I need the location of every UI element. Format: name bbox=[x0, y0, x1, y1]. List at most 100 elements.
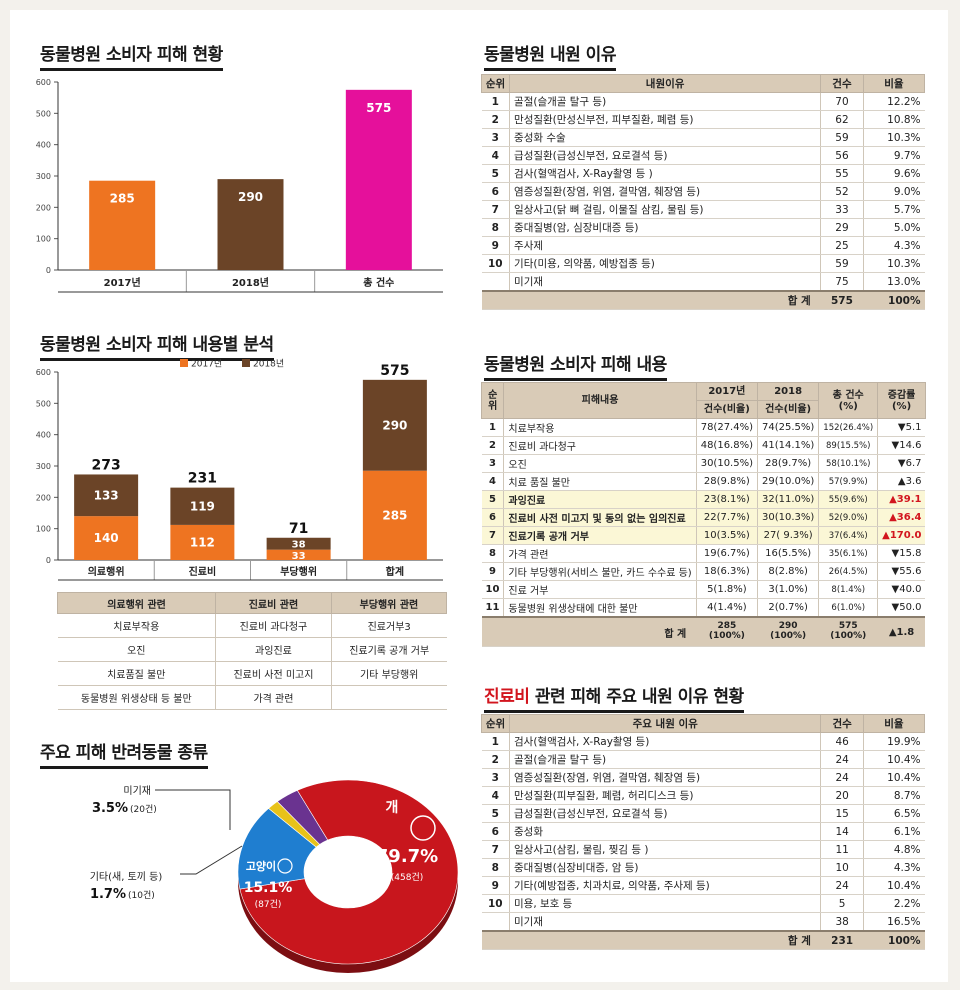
clinic-cell: 검사(혈액검사, X-Ray촬영 등) bbox=[509, 732, 821, 751]
damage-total-t: 575 (100%) bbox=[818, 616, 878, 647]
damage-rank: 11 bbox=[481, 598, 505, 618]
damage-total-b: 290 (100%) bbox=[757, 616, 819, 647]
reasons-row: 1 골절(슬개골 탈구 등) 70 12.2% bbox=[481, 92, 925, 111]
reasons-cell: 6 bbox=[481, 182, 511, 201]
damage-rank: 10 bbox=[481, 580, 505, 599]
clinic-row: 6 중성화 14 6.1% bbox=[481, 822, 925, 841]
segment-value-label: 38 bbox=[292, 540, 306, 551]
stacked-bar-segment bbox=[362, 379, 427, 471]
clinic-cell: 4.8% bbox=[862, 840, 925, 859]
cat-count-label: (87건) bbox=[255, 899, 282, 910]
reasons-cell: 검사(혈액검사, X-Ray촬영 등 ) bbox=[509, 164, 821, 183]
y-tick-label: 400 bbox=[36, 141, 51, 150]
clinic-cell: 38 bbox=[820, 912, 864, 932]
clinic-cell: 24 bbox=[820, 768, 864, 787]
x-tick-label: 합계 bbox=[386, 565, 404, 578]
damage-total: 55(9.6%) bbox=[818, 490, 878, 509]
x-tick-label: 의료행위 bbox=[88, 565, 125, 578]
reasons-cell: 55 bbox=[820, 164, 864, 183]
damage-2018: 3(1.0%) bbox=[756, 580, 819, 599]
damage-header-rank: 순위 bbox=[480, 382, 505, 419]
clinic-cell: 16.5% bbox=[862, 912, 925, 932]
y-tick-label: 0 bbox=[46, 266, 51, 275]
bar-total-label: 71 bbox=[289, 521, 308, 537]
reasons-cell: 2 bbox=[481, 110, 511, 129]
cat-cell: 치료품질 불만 bbox=[57, 661, 217, 686]
reasons-header: 순위 bbox=[480, 74, 511, 93]
cat-header-unfair: 부당행위 관련 bbox=[330, 592, 448, 614]
reasons-cell: 주사제 bbox=[509, 236, 821, 255]
damage-rank: 9 bbox=[481, 562, 505, 581]
reasons-cell: 10 bbox=[481, 254, 511, 273]
clinic-cell: 6 bbox=[481, 822, 510, 841]
reasons-row: 6 염증성질환(장염, 위염, 결막염, 췌장염 등) 52 9.0% bbox=[481, 182, 925, 201]
chart2-title: 동물병원 소비자 피해 내용별 분석 bbox=[40, 330, 274, 361]
chart1-title: 동물병원 소비자 피해 현황 bbox=[40, 40, 223, 71]
cat-row: 치료품질 불만 진료비 사전 미고지 기타 부당행위 bbox=[57, 661, 447, 686]
total-ratio: 100% bbox=[863, 290, 925, 310]
damage-name: 치료부작용 bbox=[503, 418, 697, 437]
damage-total: 89(15.5%) bbox=[818, 436, 878, 455]
damage-change: ▼14.6 bbox=[877, 436, 926, 455]
clinic-cell: 5 bbox=[820, 894, 864, 913]
damage-row: 6 진료비 사전 미고지 및 동의 없는 임의진료 22(7.7%) 30(10.3%… bbox=[481, 508, 926, 527]
clinic-cell: 20 bbox=[820, 786, 864, 805]
damage-name: 치료 품질 불만 bbox=[503, 472, 697, 491]
bar-total-label: 231 bbox=[188, 471, 217, 487]
damage-2018: 16(5.5%) bbox=[756, 544, 819, 563]
clinic-cell: 8 bbox=[481, 858, 510, 877]
other-count-label: (10건) bbox=[128, 890, 155, 901]
reasons-row: 8 중대질병(암, 심장비대증 등) 29 5.0% bbox=[481, 218, 925, 237]
reasons-cell: 4 bbox=[481, 146, 511, 165]
y-tick-label: 600 bbox=[36, 78, 51, 87]
damage-change: ▲39.1 bbox=[877, 490, 926, 509]
reasons-row: 10 기타(미용, 의약품, 예방접종 등) 59 10.3% bbox=[481, 254, 925, 273]
clinic-header: 순위 bbox=[481, 714, 510, 733]
donut-hole bbox=[304, 836, 392, 908]
clinic-title-red: 진료비 bbox=[484, 687, 530, 707]
damage-row: 11 동물병원 위생상태에 대한 불만 4(1.4%) 2(0.7%) 6(1.0%) ▼… bbox=[481, 598, 926, 618]
cat-pct-label: 15.1% bbox=[244, 880, 293, 896]
clinic-cell: 9 bbox=[481, 876, 510, 895]
reasons-cell: 9.6% bbox=[862, 164, 925, 183]
segment-value-label: 290 bbox=[382, 418, 407, 432]
reasons-cell: 70 bbox=[820, 92, 864, 111]
cat-cell: 오진 bbox=[57, 637, 217, 662]
cat-cell: 치료부작용 bbox=[57, 613, 217, 638]
damage-header-content: 피해내용 bbox=[503, 382, 697, 419]
y-tick-label: 200 bbox=[36, 203, 51, 212]
clinic-cell: 10.4% bbox=[862, 768, 925, 787]
reasons-cell: 12.2% bbox=[862, 92, 925, 111]
clinic-row: 1 검사(혈액검사, X-Ray촬영 등) 46 19.9% bbox=[481, 732, 925, 751]
damage-change: ▲36.4 bbox=[877, 508, 926, 527]
damage-2017: 30(10.5%) bbox=[695, 454, 758, 473]
reasons-cell: 52 bbox=[820, 182, 864, 201]
x-tick-label: 부당행위 bbox=[280, 565, 317, 578]
clinic-cell: 15 bbox=[820, 804, 864, 823]
clinic-cell: 14 bbox=[820, 822, 864, 841]
damage-rank: 7 bbox=[481, 526, 505, 545]
reasons-cell: 미기재 bbox=[509, 272, 821, 292]
damage-2018: 30(10.3%) bbox=[756, 508, 819, 527]
clinic-table: 순위 주요 내원 이유 건수 비율 1 검사(혈액검사, X-Ray촬영 등) 46 19.9… bbox=[481, 714, 926, 950]
damage-2017: 22(7.7%) bbox=[695, 508, 758, 527]
reasons-cell: 5.7% bbox=[862, 200, 925, 219]
damage-change: ▲170.0 bbox=[877, 526, 926, 545]
reasons-cell: 10.8% bbox=[862, 110, 925, 129]
damage-change: ▼6.7 bbox=[877, 454, 926, 473]
clinic-row: 9 기타(예방접종, 치과치료, 의약품, 주사제 등) 24 10.4% bbox=[481, 876, 925, 895]
damage-2018: 29(10.0%) bbox=[756, 472, 819, 491]
clinic-cell: 4.3% bbox=[862, 858, 925, 877]
reasons-header: 건수 bbox=[820, 74, 864, 93]
bar-value-label: 575 bbox=[366, 101, 391, 115]
segment-value-label: 140 bbox=[94, 531, 119, 545]
cat-cell: 과잉진료 bbox=[215, 637, 332, 662]
total-label: 합 계 bbox=[481, 616, 697, 647]
y-tick-label: 0 bbox=[46, 556, 51, 565]
reasons-row: 4 급성질환(급성신부전, 요로결석 등) 56 9.7% bbox=[481, 146, 925, 165]
reasons-cell: 기타(미용, 의약품, 예방접종 등) bbox=[509, 254, 821, 273]
stacked-bar-segment bbox=[170, 524, 235, 560]
damage-2018: 8(2.8%) bbox=[756, 562, 819, 581]
damage-2018: 41(14.1%) bbox=[756, 436, 819, 455]
reasons-cell: 13.0% bbox=[862, 272, 925, 292]
